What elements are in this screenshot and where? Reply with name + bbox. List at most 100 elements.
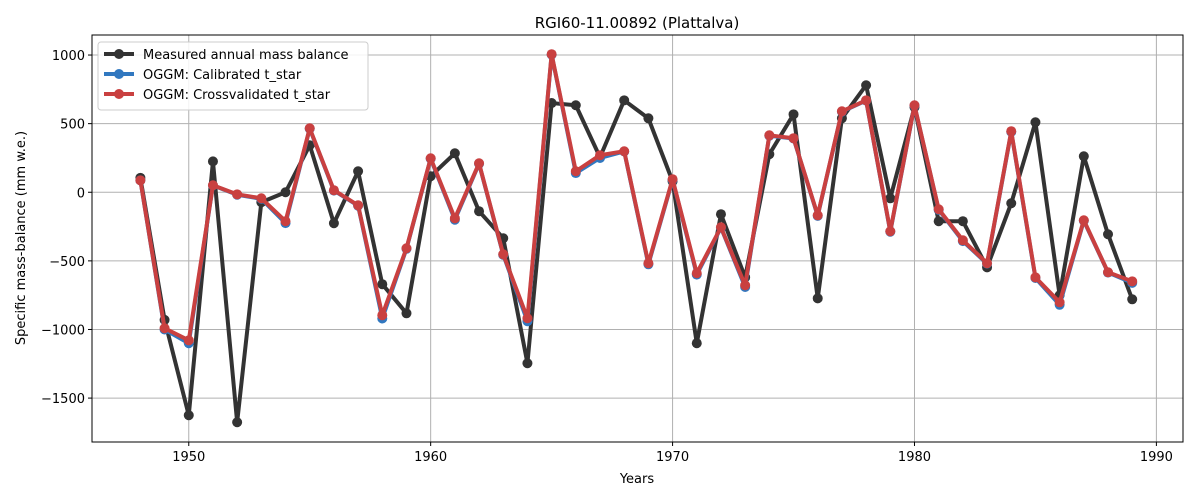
data-point [812, 293, 823, 304]
data-point [812, 210, 823, 221]
data-point [304, 123, 315, 134]
data-point [159, 323, 170, 334]
data-point [474, 158, 485, 169]
legend-swatch-marker [114, 49, 124, 59]
data-point [522, 313, 533, 324]
data-point [1078, 215, 1089, 226]
y-axis-ticks: −1500 −1000 −500 0 500 1000 [41, 49, 92, 407]
data-point [861, 95, 872, 106]
data-point [933, 204, 944, 215]
x-tick-label: 1960 [414, 450, 447, 465]
data-point [498, 249, 509, 260]
data-point [280, 216, 291, 227]
data-point [449, 213, 460, 224]
data-point [957, 216, 968, 227]
data-point [135, 175, 146, 186]
data-point [570, 100, 581, 111]
data-point [933, 216, 944, 227]
data-point [643, 113, 654, 124]
chart-title: RGI60-11.00892 (Plattalva) [535, 14, 740, 32]
data-point [425, 153, 436, 164]
data-point [861, 80, 872, 91]
data-point [1127, 294, 1138, 305]
data-point [256, 193, 267, 204]
data-point [232, 417, 243, 428]
data-point [836, 106, 847, 117]
data-point [1006, 198, 1017, 209]
legend-swatch-marker [114, 89, 124, 99]
legend-box [97, 41, 369, 111]
data-point [595, 150, 606, 161]
data-point [957, 235, 968, 246]
series-line [138, 52, 1133, 343]
data-point [1054, 297, 1065, 308]
y-tick-label: 500 [60, 118, 85, 133]
data-point [691, 268, 702, 279]
data-point [788, 109, 799, 120]
legend-label: OGGM: Crossvalidated t_star [143, 88, 331, 103]
data-point [1103, 267, 1114, 278]
data-point [1006, 126, 1017, 137]
data-point [667, 174, 678, 185]
data-point [885, 226, 896, 237]
data-point [619, 95, 630, 106]
data-point [1078, 151, 1089, 162]
data-point [280, 187, 291, 198]
data-point [377, 279, 388, 290]
series-line [138, 83, 1135, 425]
data-point [328, 185, 339, 196]
data-point [207, 180, 218, 191]
data-point [1030, 117, 1041, 128]
x-tick-label: 1980 [898, 450, 931, 465]
legend-label: OGGM: Calibrated t_star [143, 68, 302, 83]
data-point [353, 200, 364, 211]
data-point [691, 338, 702, 349]
data-point [183, 410, 194, 421]
x-tick-label: 1970 [656, 450, 689, 465]
legend-swatch-marker [114, 69, 124, 79]
data-point [715, 209, 726, 220]
data-point [619, 146, 630, 157]
y-tick-label: 0 [77, 186, 85, 201]
series-2 [135, 49, 1138, 346]
data-point [522, 358, 533, 369]
data-point [788, 133, 799, 144]
data-point [740, 280, 751, 291]
data-point [353, 166, 364, 177]
data-point [449, 148, 460, 159]
legend: Measured annual mass balance OGGM: Calibr… [97, 41, 369, 111]
x-tick-label: 1990 [1140, 450, 1173, 465]
plot-frame [91, 34, 1184, 443]
legend-label: Measured annual mass balance [143, 48, 349, 63]
data-point [377, 310, 388, 321]
data-point [1030, 272, 1041, 283]
data-point [909, 100, 920, 111]
data-point [643, 258, 654, 269]
data-point [885, 193, 896, 204]
data-point [1103, 229, 1114, 240]
data-point [1127, 276, 1138, 287]
data-point [207, 156, 218, 167]
y-tick-label: −1000 [41, 323, 85, 338]
data-point [982, 258, 993, 269]
y-axis-label: Specific mass-balance (mm w.e.) [14, 131, 29, 345]
series-layer [135, 49, 1138, 428]
data-point [401, 243, 412, 254]
data-point [570, 166, 581, 177]
series-0 [135, 80, 1138, 428]
y-tick-label: 1000 [52, 49, 85, 64]
x-axis-label: Years [619, 472, 655, 487]
data-point [401, 308, 412, 319]
data-point [546, 49, 557, 60]
y-tick-label: −500 [49, 255, 85, 270]
x-tick-label: 1950 [172, 450, 205, 465]
data-point [474, 206, 485, 217]
data-point [183, 335, 194, 346]
x-axis-ticks: 1950 1960 1970 1980 1990 [172, 442, 1173, 465]
data-point [232, 189, 243, 200]
data-point [764, 130, 775, 141]
y-tick-label: −1500 [41, 392, 85, 407]
data-point [328, 218, 339, 229]
data-point [715, 222, 726, 233]
